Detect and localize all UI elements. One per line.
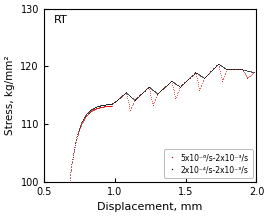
5x10⁻⁶/s-2x10⁻³/s <box>217 62 220 65</box>
5x10⁻⁶/s-2x10⁻³/s <box>252 71 255 74</box>
X-axis label: Displacement, mm: Displacement, mm <box>97 202 203 212</box>
5x10⁻⁶/s-2x10⁻³/s <box>126 99 129 101</box>
5x10⁻⁶/s-2x10⁻³/s <box>68 182 71 185</box>
2x10⁻⁴/s-2x10⁻³/s <box>214 65 217 67</box>
5x10⁻⁶/s-2x10⁻³/s <box>72 151 75 154</box>
5x10⁻⁶/s-2x10⁻³/s <box>171 83 174 86</box>
2x10⁻⁴/s-2x10⁻³/s <box>252 71 255 74</box>
Y-axis label: Stress, kg/mm²: Stress, kg/mm² <box>5 56 15 135</box>
5x10⁻⁶/s-2x10⁻³/s <box>241 68 244 71</box>
2x10⁻⁴/s-2x10⁻³/s <box>84 113 87 116</box>
Legend: 5x10⁻⁶/s-2x10⁻³/s, 2x10⁻⁴/s-2x10⁻³/s: 5x10⁻⁶/s-2x10⁻³/s, 2x10⁻⁴/s-2x10⁻³/s <box>164 149 253 178</box>
2x10⁻⁴/s-2x10⁻³/s <box>182 82 185 84</box>
2x10⁻⁴/s-2x10⁻³/s <box>68 180 71 183</box>
Text: RT: RT <box>54 15 68 25</box>
2x10⁻⁴/s-2x10⁻³/s <box>192 73 195 75</box>
2x10⁻⁴/s-2x10⁻³/s <box>217 62 220 65</box>
Line: 5x10⁻⁶/s-2x10⁻³/s: 5x10⁻⁶/s-2x10⁻³/s <box>69 63 254 184</box>
2x10⁻⁴/s-2x10⁻³/s <box>202 77 206 79</box>
2x10⁻⁴/s-2x10⁻³/s <box>199 74 202 77</box>
5x10⁻⁶/s-2x10⁻³/s <box>157 91 160 94</box>
5x10⁻⁶/s-2x10⁻³/s <box>243 72 246 74</box>
Line: 2x10⁻⁴/s-2x10⁻³/s: 2x10⁻⁴/s-2x10⁻³/s <box>69 63 254 182</box>
